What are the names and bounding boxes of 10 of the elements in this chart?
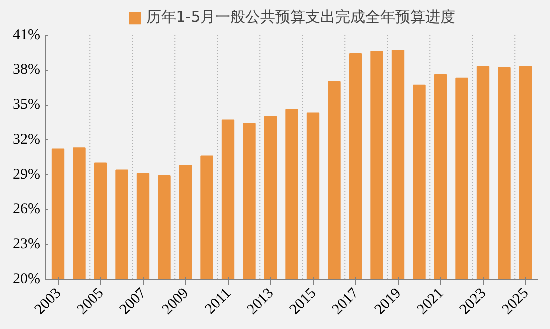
- y-tick-label: 32%: [13, 132, 41, 148]
- y-tick-label: 26%: [13, 202, 41, 218]
- y-tick-label: 29%: [13, 166, 41, 183]
- legend-label: 历年1-5月一般公共预算支出完成全年预算进度: [146, 8, 456, 27]
- y-tick-label: 35%: [13, 97, 41, 114]
- y-tick-label: 23%: [13, 236, 41, 253]
- y-tick-label: 41%: [13, 27, 41, 44]
- x-tick-label: 2011: [202, 286, 235, 318]
- y-tick-label: 20%: [13, 272, 41, 288]
- y-tick-label: 38%: [13, 62, 41, 78]
